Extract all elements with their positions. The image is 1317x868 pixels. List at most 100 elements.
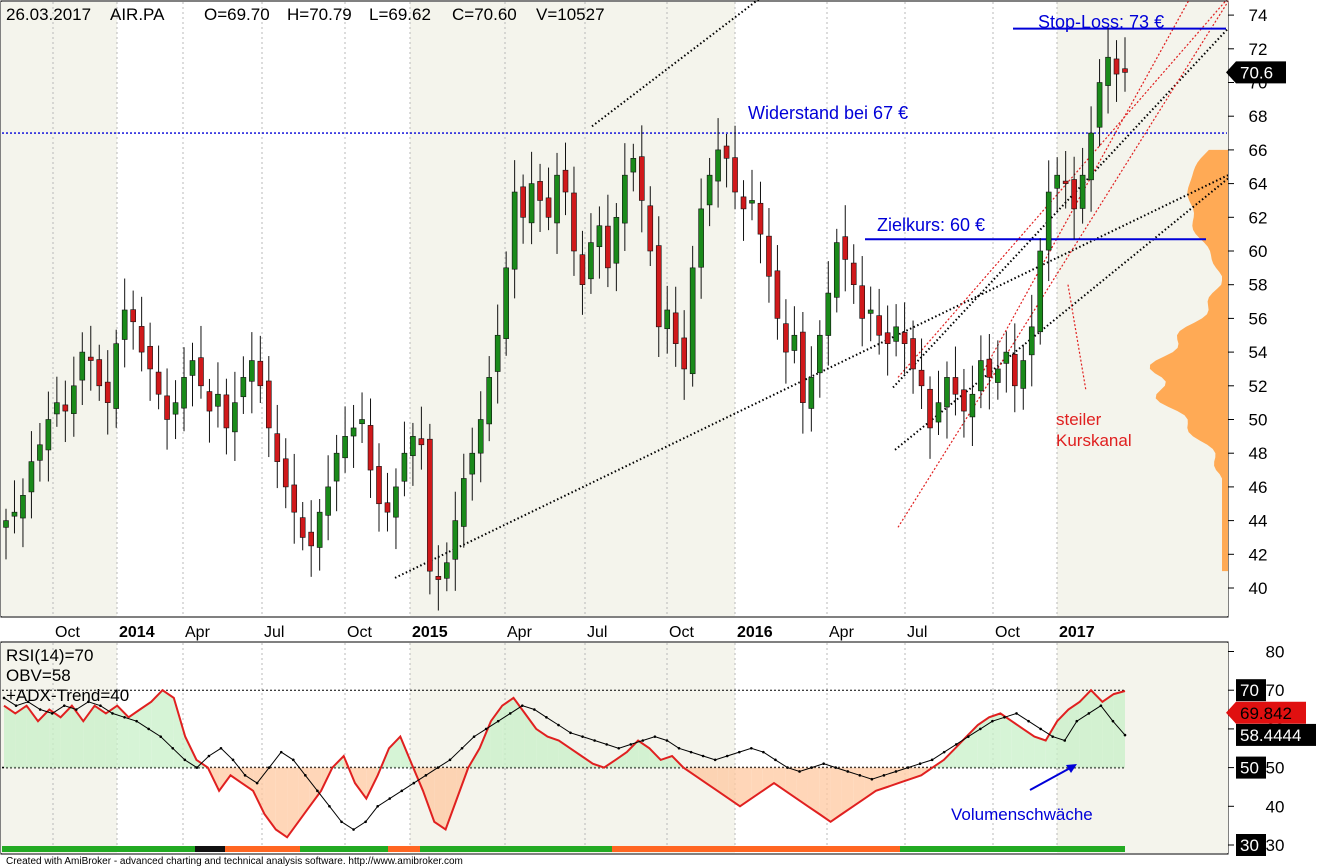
candle-body [418,438,425,446]
obv-point [207,754,211,758]
adx-trend-ribbon [420,846,612,852]
obv-value-tag: 58.4444 [1240,726,1301,745]
candle-body [138,326,145,353]
obv-point [147,727,150,731]
candle-body [952,377,959,395]
obv-point [569,731,572,735]
obv-point [171,746,175,750]
candle-body [350,427,357,437]
rsi-area-fill [807,767,820,815]
candle-body [79,351,86,381]
obv-point [593,739,596,742]
obv-point [545,715,548,719]
long-trend-line-upper [591,0,760,128]
price-axis-label: 56 [1249,309,1268,328]
candle-body [206,391,213,412]
obv-point [725,754,729,758]
candle-body [87,356,94,361]
obv-point [99,704,102,707]
obv-point [641,739,645,742]
price-axis-label: 44 [1249,512,1268,531]
mid-level-tag: 50 [1240,759,1259,778]
obv-point [1051,735,1054,738]
candle-body [783,323,789,353]
candle-body [1122,68,1128,73]
candle-body [232,402,238,433]
candle-body [477,419,484,454]
rsi-area-fill [502,697,514,768]
candle-body [54,402,60,415]
obv-point [701,754,705,758]
candle-body [265,380,272,429]
obv-point [942,750,946,754]
rsi-area-fill [649,748,661,768]
candle-body [800,331,806,403]
candle-body [622,174,628,224]
candle-body [3,520,9,528]
rsi-area-fill [989,713,1001,768]
time-axis-label: Oct [669,624,694,641]
rsi-area-fill [785,767,797,799]
obv-point [328,805,331,808]
rsi-area-fill [1045,721,1058,768]
rsi-area-fill [128,709,140,768]
obv-point [243,774,247,777]
rsi-area-fill [15,705,27,768]
obv-point [255,781,259,785]
rsi-area-fill [1057,709,1069,768]
candle-body [1105,56,1111,86]
candle-body [249,360,255,382]
rsi-area-fill [524,713,537,768]
year-band [1057,2,1228,616]
obv-point [123,715,126,719]
rsi-area-fill [105,705,118,768]
adx-trend-ribbon [195,846,225,852]
rsi-area-fill [1023,728,1035,768]
rsi-area-fill [955,736,967,768]
price-axis-label: 50 [1249,411,1268,430]
candle-body [359,419,365,425]
candle-body [469,452,476,475]
candle-body [579,254,586,285]
obv-point [774,758,777,762]
candle-body [1028,326,1035,356]
header-low: L=69.62 [369,5,431,24]
last-price-tag-bg [1226,61,1286,84]
time-axis-label: Apr [829,624,855,641]
adx-trend-ribbon [612,846,735,852]
candle-body [723,145,730,159]
candle-body [113,343,120,409]
obv-point [991,719,994,723]
candle-body [147,345,153,370]
candle-body [706,174,713,206]
channel-label-line2: Kurskanal [1056,431,1132,450]
header-open: O=69.70 [204,5,270,24]
obv-point [316,789,319,793]
candle-body [393,486,399,518]
rsi-area-fill [717,767,729,799]
candle-body [104,381,111,403]
header-volume: V=10527 [536,5,605,24]
time-axis-label: 2016 [737,624,773,641]
obv-point [279,750,283,754]
price-axis-label: 58 [1249,276,1268,295]
obv-point [1123,733,1127,737]
candle-body [910,338,916,370]
obv-label: OBV=58 [6,666,71,685]
candle-body [986,358,993,378]
rsi-area-fill [513,697,525,768]
volume-weakness-label: Volumenschwäche [951,805,1093,824]
candle-body [1096,82,1103,128]
candle-body [545,197,552,218]
rsi-area-fill [547,736,559,768]
rsi-area-fill [71,705,84,768]
rsi-area-fill [117,705,129,768]
volume-profile [1149,149,1228,572]
time-axis-label: Apr [185,624,211,641]
rsi-area-fill [626,740,639,768]
rsi-area-fill [309,767,322,807]
candle-body [155,371,162,395]
candle-body [367,425,374,471]
stop-loss-label: Stop-Loss: 73 € [1038,12,1164,32]
